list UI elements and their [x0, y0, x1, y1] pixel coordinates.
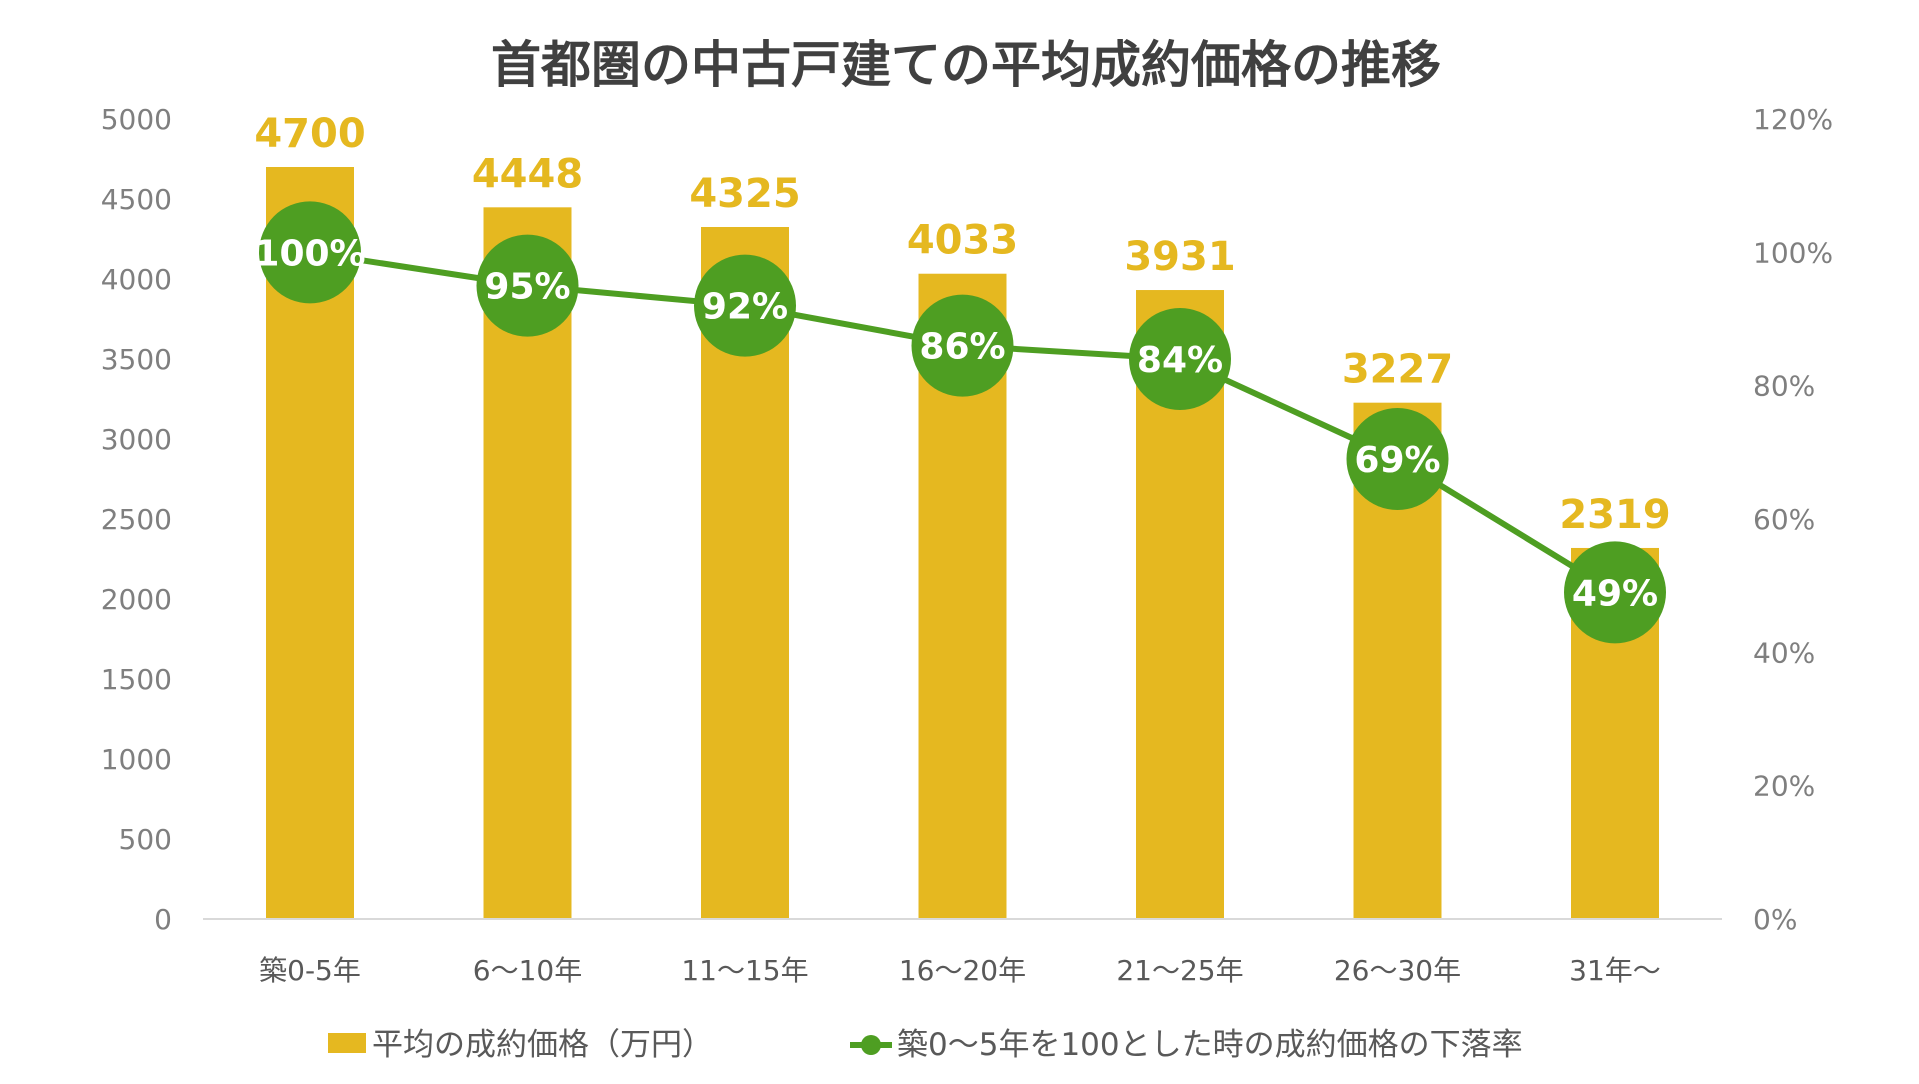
y-left-tick-label: 2500	[101, 503, 172, 536]
y-left-tick-label: 0	[154, 903, 172, 936]
line-data-label: 49%	[1572, 573, 1658, 614]
line-marker	[476, 234, 579, 337]
line-data-label: 95%	[484, 267, 570, 308]
legend-label-line: 築0〜5年を100とした時の成約価格の下落率	[897, 1027, 1523, 1063]
bar-data-label: 2319	[1559, 492, 1670, 538]
y-left-tick-label: 1000	[101, 743, 172, 776]
line-data-label: 69%	[1354, 440, 1440, 481]
line-marker	[1129, 308, 1231, 410]
line-data-label: 100%	[254, 233, 365, 274]
y-right-tick-label: 40%	[1753, 636, 1815, 669]
y-left-tick-label: 3000	[101, 423, 172, 456]
y-right-tick-label: 0%	[1753, 903, 1797, 936]
line-marker	[259, 201, 361, 304]
line-data-label: 84%	[1137, 340, 1223, 381]
legend: 平均の成約価格（万円） 築0〜5年を100とした時の成約価格の下落率	[328, 1027, 1523, 1063]
x-tick-label: 11〜15年	[681, 954, 808, 987]
bar-data-label: 4448	[472, 151, 583, 197]
y-left-tick-label: 500	[119, 823, 172, 856]
bar-data-label: 4033	[907, 218, 1018, 264]
y-left-tick-label: 1500	[101, 663, 172, 696]
legend-swatch-bar	[328, 1033, 366, 1053]
bar-data-label: 4325	[689, 171, 800, 217]
bar-data-label: 3227	[1342, 347, 1453, 393]
line-marker	[911, 294, 1014, 397]
y-left-tick-label: 2000	[101, 583, 172, 616]
bar-data-label: 4700	[254, 111, 365, 157]
y-right-tick-label: 120%	[1753, 103, 1833, 136]
x-tick-label: 21〜25年	[1116, 954, 1243, 987]
x-tick-label: 築0-5年	[259, 954, 361, 987]
x-tick-label: 16〜20年	[899, 954, 1026, 987]
x-tick-label: 26〜30年	[1334, 954, 1461, 987]
bar-data-label: 3931	[1124, 234, 1235, 280]
y-right-tick-label: 20%	[1753, 770, 1815, 803]
legend-swatch-marker	[861, 1035, 881, 1055]
line-data-label: 86%	[919, 327, 1005, 368]
y-left-tick-label: 3500	[101, 343, 172, 376]
line-marker	[694, 254, 796, 357]
line-data-label: 92%	[702, 287, 788, 328]
x-tick-label: 6〜10年	[473, 954, 582, 987]
line-marker	[1564, 541, 1666, 644]
line-marker	[1346, 408, 1449, 510]
y-left-tick-label: 5000	[101, 103, 172, 136]
legend-label-bar: 平均の成約価格（万円）	[372, 1027, 713, 1063]
y-right-tick-label: 80%	[1753, 370, 1815, 403]
y-right-tick-label: 60%	[1753, 503, 1815, 536]
y-left-tick-label: 4000	[101, 263, 172, 296]
y-right-tick-label: 100%	[1753, 236, 1833, 269]
x-tick-label: 31年〜	[1569, 954, 1661, 987]
y-left-tick-label: 4500	[101, 183, 172, 216]
chart-title: 首都圏の中古戸建ての平均成約価格の推移	[491, 36, 1441, 94]
